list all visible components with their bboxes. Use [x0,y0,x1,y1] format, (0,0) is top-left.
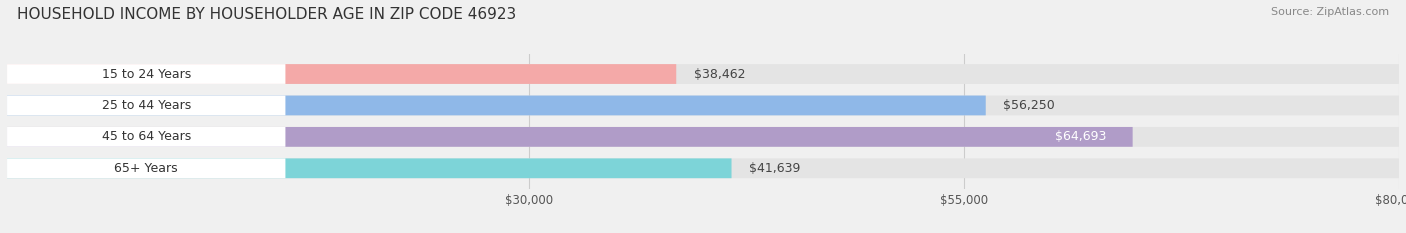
FancyBboxPatch shape [7,127,285,147]
FancyBboxPatch shape [7,96,285,115]
FancyBboxPatch shape [7,127,1133,147]
FancyBboxPatch shape [7,64,285,84]
Text: 65+ Years: 65+ Years [114,162,179,175]
FancyBboxPatch shape [7,64,1399,84]
Text: $41,639: $41,639 [749,162,800,175]
FancyBboxPatch shape [7,96,1399,115]
Text: $56,250: $56,250 [1002,99,1054,112]
FancyBboxPatch shape [7,96,986,115]
Text: $64,693: $64,693 [1054,130,1107,143]
Text: Source: ZipAtlas.com: Source: ZipAtlas.com [1271,7,1389,17]
Text: 25 to 44 Years: 25 to 44 Years [101,99,191,112]
Text: 45 to 64 Years: 45 to 64 Years [101,130,191,143]
FancyBboxPatch shape [7,158,1399,178]
Text: HOUSEHOLD INCOME BY HOUSEHOLDER AGE IN ZIP CODE 46923: HOUSEHOLD INCOME BY HOUSEHOLDER AGE IN Z… [17,7,516,22]
FancyBboxPatch shape [7,158,285,178]
Text: 15 to 24 Years: 15 to 24 Years [101,68,191,81]
FancyBboxPatch shape [7,64,676,84]
FancyBboxPatch shape [7,127,1399,147]
FancyBboxPatch shape [7,158,731,178]
Text: $38,462: $38,462 [693,68,745,81]
